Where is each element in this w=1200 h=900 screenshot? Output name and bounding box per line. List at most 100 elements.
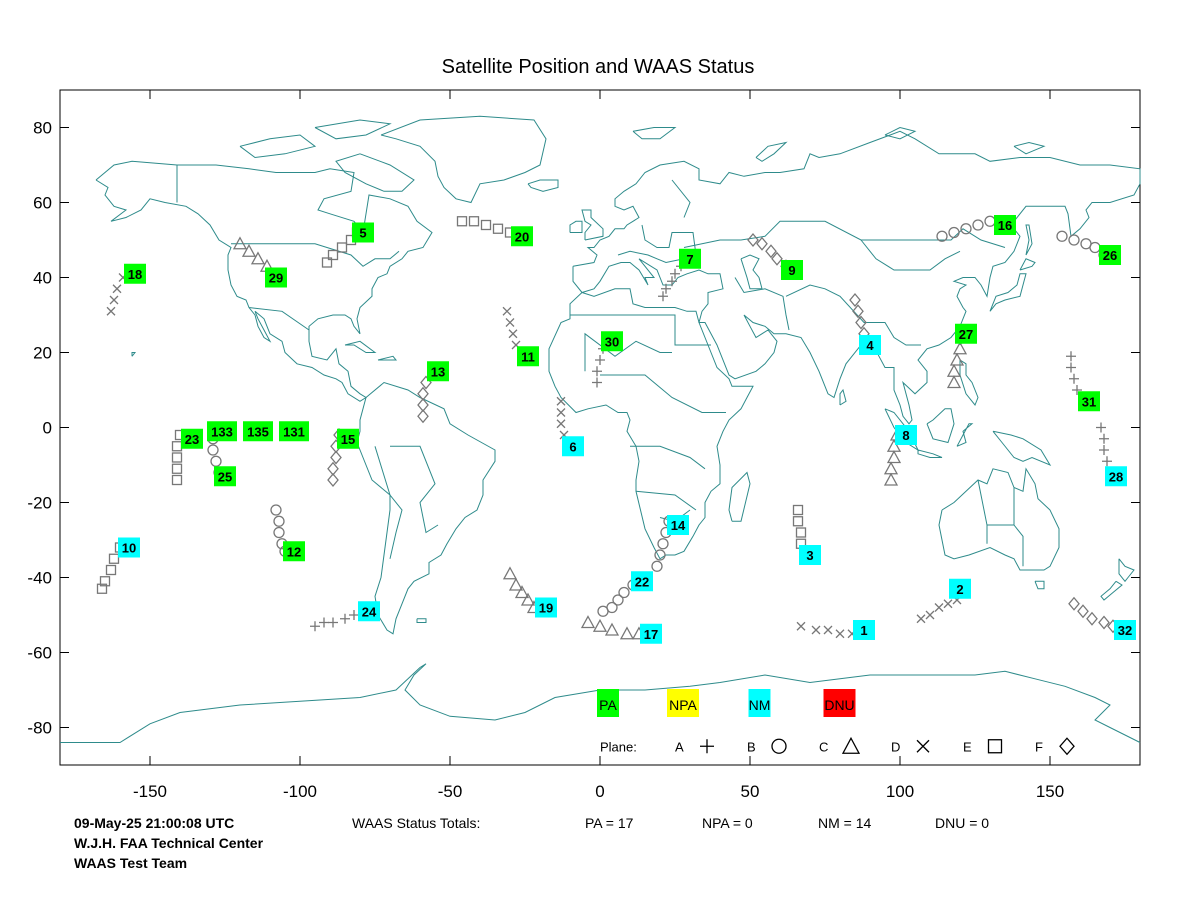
marker-circle <box>651 560 663 572</box>
marker-square <box>492 223 504 234</box>
marker-diamond <box>1068 596 1080 611</box>
plane-legend-symbol-plus <box>700 739 714 754</box>
marker-square <box>468 216 480 227</box>
satellite-id-label: 12 <box>287 544 301 559</box>
marker-square <box>171 452 183 463</box>
marker-circle <box>270 504 282 516</box>
coastline-segment <box>416 618 427 623</box>
marker-triangle <box>886 438 902 452</box>
satellite-badge-31 <box>1078 391 1100 412</box>
footer-info: 09-May-25 21:00:08 UTC W.J.H. FAA Techni… <box>74 813 263 873</box>
border-segment <box>734 277 790 331</box>
satellite-id-label: 19 <box>539 601 553 616</box>
coastline-segment <box>728 471 751 522</box>
marker-cross <box>112 284 122 294</box>
border-segment <box>987 487 1015 526</box>
marker-triangle <box>946 363 962 377</box>
marker-diamond <box>765 244 777 259</box>
marker-circle <box>972 219 984 231</box>
border-segment <box>785 284 921 346</box>
satellite-badge-8 <box>895 425 917 445</box>
satellite-id-label: 25 <box>218 469 232 484</box>
satellite-id-label: 22 <box>635 574 649 589</box>
marker-circle <box>606 601 618 614</box>
coastline-segment <box>1100 580 1123 601</box>
coastline-segment <box>632 127 677 140</box>
marker-plus <box>667 276 677 287</box>
coastline-segment <box>1013 141 1046 155</box>
border-segment <box>390 445 439 534</box>
marker-cross <box>796 621 806 631</box>
border-segment <box>374 446 403 559</box>
satellite-id-label: 5 <box>359 226 366 241</box>
coastline-segment <box>1025 224 1033 256</box>
satellite-badge-15 <box>337 428 359 449</box>
satellite-badge-22 <box>631 571 653 592</box>
satellite-badge-2 <box>949 578 971 599</box>
satellite-badge-13 <box>427 361 449 382</box>
y-tick-label: 20 <box>33 344 52 363</box>
marker-circle <box>948 226 960 239</box>
satellite-id-label: 18 <box>128 267 142 282</box>
marker-diamond <box>1059 737 1075 756</box>
status-legend-label: DNU <box>824 697 854 713</box>
x-tick-label: -100 <box>283 782 317 801</box>
satellite-badge-10 <box>118 537 140 558</box>
marker-square <box>456 216 468 227</box>
marker-circle <box>654 549 666 561</box>
border-segment <box>1013 524 1024 567</box>
marker-plus <box>310 621 320 632</box>
marker-diamond <box>852 304 864 319</box>
satellite-id-label: 30 <box>605 334 619 349</box>
coastline-segment <box>740 254 763 290</box>
marker-triangle <box>949 352 965 366</box>
marker-circle <box>273 515 285 527</box>
totals-dnu: DNU = 0 <box>935 815 990 831</box>
satellite-badge-131 <box>279 421 309 442</box>
border-segment <box>248 307 310 331</box>
status-legend: PA NPA NM DNU <box>597 689 856 717</box>
marker-square <box>480 219 492 231</box>
satellite-badge-7 <box>679 248 701 269</box>
satellite-track-31 <box>1066 351 1082 395</box>
plane-legend-symbol-circle <box>771 738 787 754</box>
coastline-segment <box>581 209 604 241</box>
satellite-id-label: 15 <box>341 432 355 447</box>
status-legend-swatch-pa <box>597 689 619 717</box>
marker-plus <box>1066 362 1076 373</box>
satellite-badge-135 <box>243 421 273 442</box>
satellite-id-label: 28 <box>1109 469 1123 484</box>
marker-cross <box>106 306 116 316</box>
y-tick-label: -80 <box>27 719 52 738</box>
marker-cross <box>835 629 845 639</box>
plane-legend-symbol-triangle <box>841 736 861 754</box>
marker-cross <box>916 614 926 624</box>
marker-plus <box>1066 351 1076 362</box>
marker-square <box>108 553 120 564</box>
satellite-badge-18 <box>124 263 146 284</box>
border-segment <box>584 332 672 372</box>
satellite-id-label: 16 <box>998 218 1012 233</box>
marker-diamond <box>327 472 339 488</box>
marker-square <box>336 242 348 253</box>
satellite-badge-24 <box>358 601 380 622</box>
satellite-badge-32 <box>1114 620 1136 640</box>
marker-triangle <box>619 626 635 640</box>
marker-circle <box>1068 234 1080 246</box>
satellite-track-23 <box>171 429 186 486</box>
marker-plus <box>1072 385 1082 395</box>
plane-legend-code: F <box>1035 739 1043 754</box>
x-tick-label: -50 <box>438 782 463 801</box>
satellite-id-label: 26 <box>1103 248 1117 263</box>
satellite-badge-20 <box>511 226 533 247</box>
marker-plus <box>328 617 338 628</box>
satellite-id-label: 2 <box>956 582 963 597</box>
plane-legend-code: E <box>963 739 972 754</box>
satellite-track-16 <box>936 215 996 242</box>
marker-triangle <box>883 472 899 486</box>
coastline-segment <box>548 288 754 560</box>
satellite-labels: 1234567891011121314151617181920222324252… <box>118 215 1136 644</box>
satellite-badge-30 <box>601 331 623 352</box>
satellite-badge-11 <box>517 346 539 367</box>
status-legend-swatch-dnu <box>823 689 856 717</box>
